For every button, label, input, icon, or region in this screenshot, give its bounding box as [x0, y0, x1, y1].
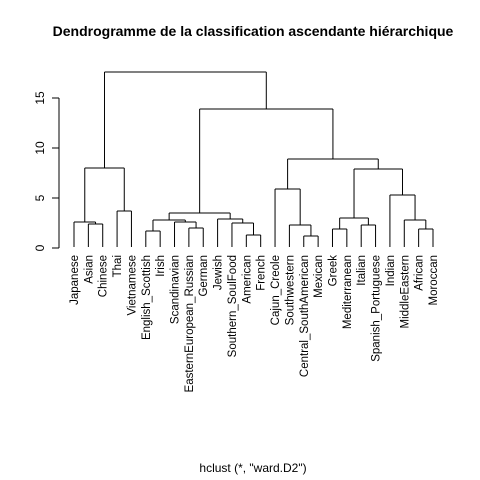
leaf-label: Moroccan — [428, 255, 440, 306]
leaf-label: Mexican — [313, 255, 325, 298]
y-axis: 0 5 10 15 — [33, 91, 60, 251]
leaf-label: Chinese — [98, 255, 110, 297]
leaf-labels: Japanese Asian Chinese Thai Vietnamese Englis… — [69, 255, 440, 393]
leaf-label: American — [241, 255, 253, 304]
y-tick-label: 10 — [33, 141, 47, 155]
leaf-label: Irish — [155, 255, 167, 277]
leaf-label: German — [198, 255, 210, 297]
dendrogram-links — [73, 71, 434, 247]
leaf-label: MiddleEastern — [399, 255, 411, 329]
chart-title: Dendrogramme de la classification ascend… — [53, 23, 454, 39]
y-tick-label: 15 — [33, 91, 47, 105]
leaf-label: Southern_SoulFood — [227, 255, 239, 357]
leaf-label: Cajun_Creole — [270, 255, 282, 325]
leaf-label: Indian — [385, 255, 397, 286]
leaf-label: Spanish_Portuguese — [371, 255, 383, 362]
leaf-label: Italian — [356, 255, 368, 286]
chart-subtitle: hclust (*, "ward.D2") — [199, 461, 306, 475]
leaf-label: Southwestern — [284, 255, 296, 325]
leaf-label: Greek — [327, 255, 339, 287]
y-tick-label: 0 — [33, 244, 47, 251]
leaf-label: Japanese — [69, 255, 81, 305]
leaf-label: English_Scottish — [141, 255, 153, 340]
leaf-label: Thai — [112, 255, 124, 277]
leaf-label: Scandinavian — [170, 255, 182, 324]
leaf-label: Central_SouthAmerican — [299, 255, 311, 377]
leaf-label: EasternEuropean_Russian — [184, 255, 196, 392]
leaf-label: African — [414, 255, 426, 291]
leaf-label: Jewish — [213, 255, 225, 290]
y-tick-label: 5 — [33, 194, 47, 201]
leaf-label: Vietnamese — [126, 255, 138, 316]
leaf-label: Asian — [83, 255, 95, 284]
leaf-label: Mediterranean — [342, 255, 354, 329]
leaf-label: French — [256, 255, 268, 291]
